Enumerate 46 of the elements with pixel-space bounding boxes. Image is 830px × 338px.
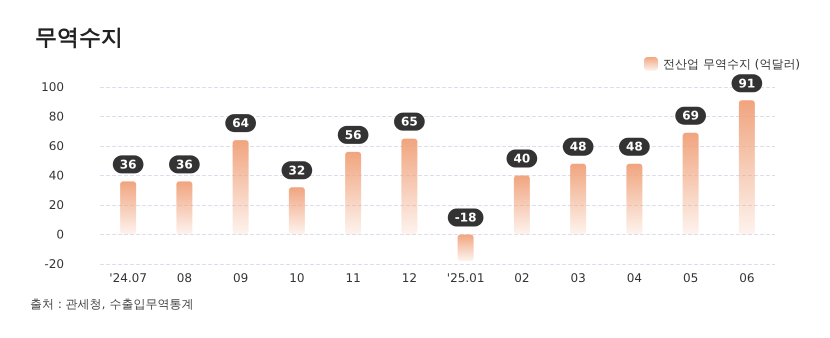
bar [682, 132, 699, 234]
data-label: 64 [232, 116, 249, 130]
legend-label: 전산업 무역수지 (억달러) [663, 57, 800, 71]
x-tick-label: 12 [402, 271, 418, 285]
bar [345, 152, 362, 234]
x-tick-label: '25.01 [446, 271, 484, 285]
data-label: -18 [454, 210, 476, 224]
x-tick-label: '24.07 [109, 271, 147, 285]
x-tick-label: 02 [514, 271, 530, 285]
y-tick-label: 0 [56, 228, 64, 242]
x-tick-label: 05 [682, 271, 698, 285]
y-tick-label: 80 [48, 110, 64, 124]
x-tick-label: 10 [289, 271, 305, 285]
x-tick-label: 06 [739, 271, 755, 285]
x-tick-label: 11 [345, 271, 361, 285]
data-label: 91 [738, 76, 756, 90]
bar [458, 234, 474, 262]
data-label: 36 [176, 157, 193, 172]
x-tick-label: 04 [626, 271, 642, 285]
bar [570, 164, 586, 234]
data-label: 32 [288, 163, 306, 178]
data-label: 56 [344, 128, 362, 142]
bar [401, 138, 418, 234]
data-label: 65 [401, 114, 418, 129]
bar [232, 140, 249, 234]
bar [514, 176, 530, 234]
data-label: 69 [682, 108, 699, 123]
y-tick-label: 100 [41, 80, 64, 94]
data-label: 36 [120, 157, 136, 172]
y-tick-label: 20 [48, 198, 64, 212]
bar [288, 187, 305, 234]
bar [120, 181, 136, 234]
x-tick-label: 09 [232, 271, 248, 285]
y-tick-label: 40 [48, 168, 64, 182]
data-label: 40 [514, 152, 530, 166]
source-note: 출처 : 관세청, 수출입무역통계 [30, 297, 194, 311]
chart-title: 무역수지 [35, 26, 123, 50]
bar [738, 100, 755, 234]
data-label: 48 [570, 140, 586, 154]
bar [626, 164, 642, 234]
bar [176, 181, 192, 234]
y-tick-label: -20 [44, 257, 64, 271]
x-tick-label: 08 [176, 271, 192, 285]
data-label: 48 [626, 140, 643, 154]
x-tick-label: 03 [570, 271, 586, 285]
y-tick-label: 60 [48, 139, 64, 153]
